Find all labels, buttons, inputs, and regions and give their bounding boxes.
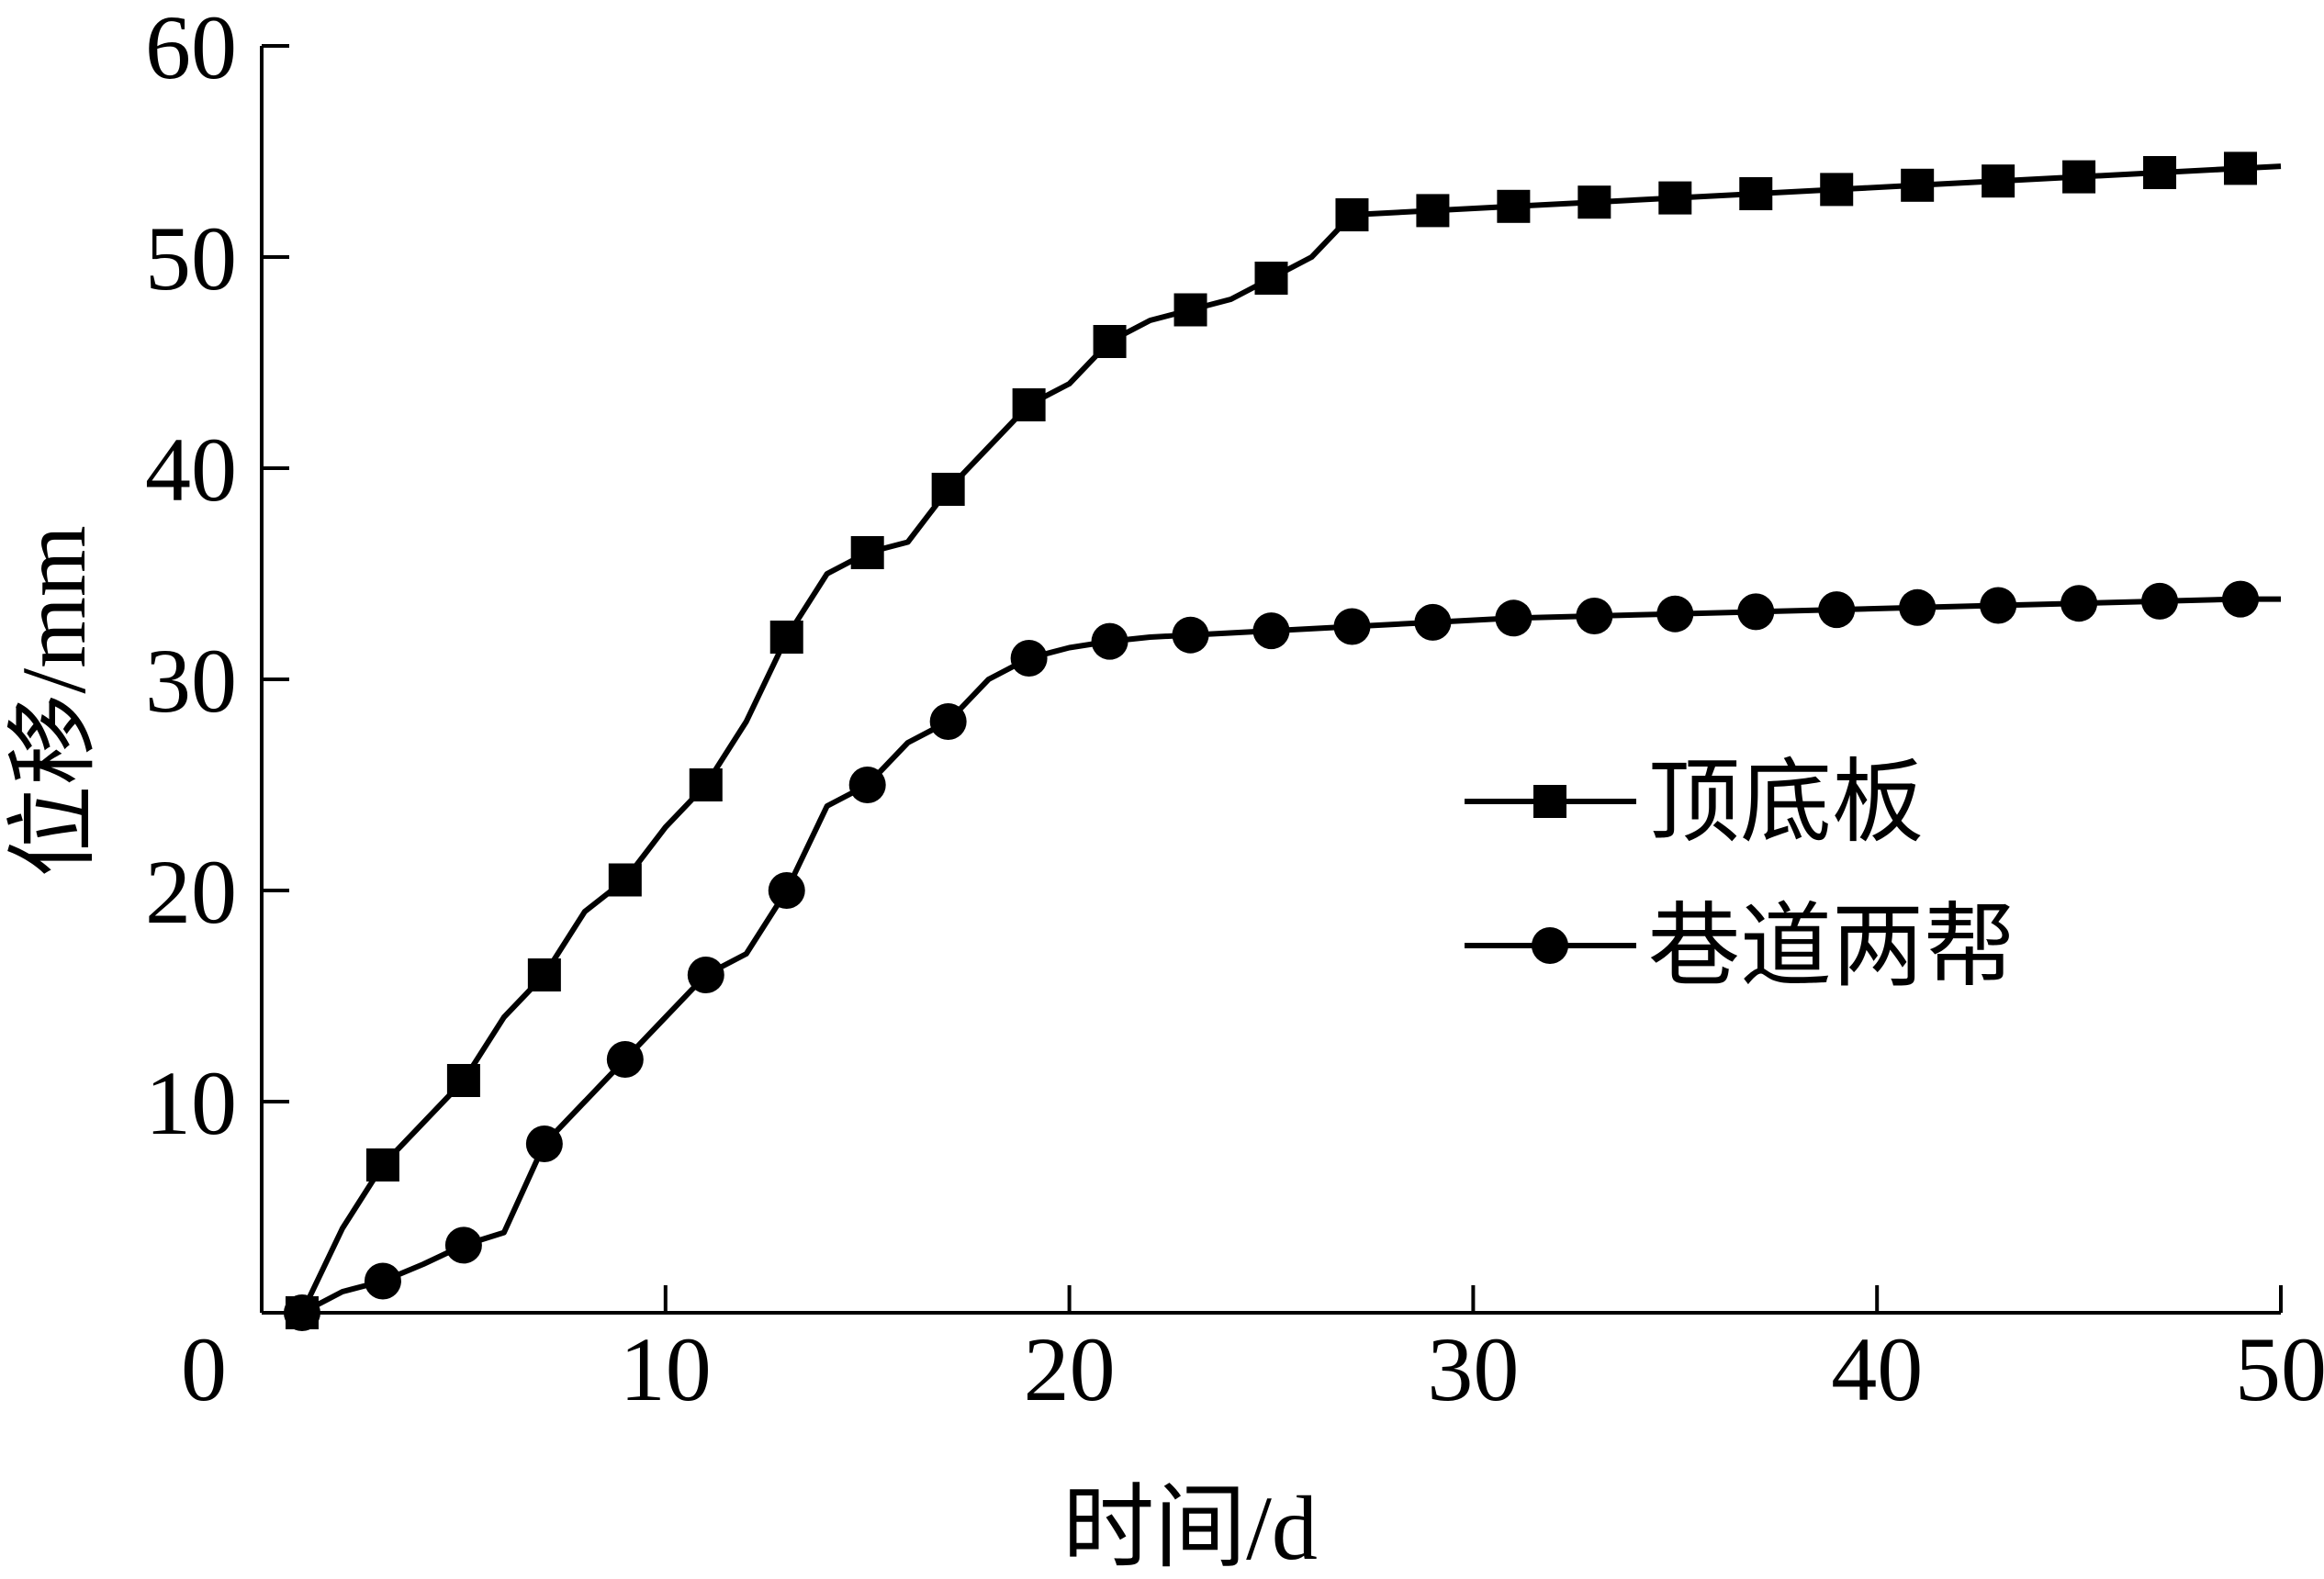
- data-point-circle: [2222, 580, 2260, 618]
- data-point-circle: [2141, 582, 2179, 620]
- y-tick-label: 30: [145, 630, 237, 732]
- data-point-square: [1901, 168, 1935, 202]
- data-point-circle: [1576, 598, 1613, 634]
- data-point-circle: [1010, 640, 1048, 677]
- y-tick-label: 20: [145, 841, 237, 943]
- data-point-circle: [848, 767, 886, 803]
- data-point-square: [1658, 181, 1692, 215]
- axes: 0 10 20 30 40 50 10 20 30 40 50 60: [145, 0, 2324, 1420]
- data-point-square: [1497, 189, 1531, 223]
- data-point-circle: [1899, 588, 1937, 626]
- data-point-circle: [1737, 593, 1775, 631]
- data-point-circle: [364, 1262, 401, 1300]
- data-point-circle: [1414, 603, 1452, 641]
- data-point-square: [1335, 198, 1369, 231]
- y-tick-label: 10: [145, 1052, 237, 1154]
- data-point-circle: [283, 1294, 320, 1331]
- data-point-square: [1416, 194, 1450, 228]
- data-point-square: [608, 863, 642, 897]
- data-point-circle: [2060, 585, 2098, 622]
- y-axis-label: 位移/mm: [3, 525, 105, 877]
- data-point-square: [1577, 185, 1611, 219]
- legend-label: 顶底板: [1648, 752, 1924, 854]
- data-point-circle: [525, 1125, 563, 1162]
- legend-marker-square: [1533, 785, 1566, 818]
- series-layer: [283, 151, 2282, 1331]
- series-1: [285, 151, 2282, 1329]
- data-point-circle: [687, 957, 724, 993]
- x-tick-label: 10: [620, 1318, 712, 1420]
- data-point-circle: [1656, 595, 1694, 633]
- series-line: [299, 163, 2282, 1315]
- data-point-circle: [1333, 608, 1371, 645]
- data-point-circle: [444, 1226, 482, 1264]
- data-point-square: [2224, 151, 2258, 185]
- legend-item-2: 巷道两帮: [1465, 896, 2015, 998]
- x-tick-label: 20: [1024, 1318, 1116, 1420]
- data-point-square: [1173, 293, 1207, 327]
- y-tick-label: 40: [145, 419, 237, 521]
- data-point-square: [931, 473, 965, 506]
- data-point-square: [1820, 173, 1854, 207]
- data-point-square: [446, 1064, 480, 1097]
- data-point-circle: [1252, 612, 1290, 650]
- data-point-square: [527, 958, 561, 991]
- data-point-circle: [606, 1041, 644, 1078]
- x-tick-label: 0: [181, 1318, 227, 1420]
- data-point-circle: [929, 703, 967, 740]
- data-point-square: [769, 621, 803, 654]
- data-point-square: [689, 768, 723, 801]
- x-tick-label: 40: [1831, 1318, 1923, 1420]
- data-point-circle: [1495, 599, 1532, 637]
- data-point-circle: [768, 872, 805, 909]
- data-point-square: [850, 536, 884, 569]
- data-point-square: [1739, 177, 1773, 210]
- data-point-square: [2062, 160, 2096, 194]
- y-tick-label: 60: [145, 0, 237, 98]
- data-point-square: [2143, 156, 2177, 189]
- legend-label: 巷道两帮: [1648, 896, 2015, 998]
- data-point-square: [1012, 388, 1046, 421]
- legend-marker-circle: [1532, 927, 1568, 964]
- data-point-square: [1982, 164, 2015, 198]
- x-tick-label: 50: [2235, 1318, 2324, 1420]
- data-point-circle: [1091, 622, 1128, 660]
- series-2: [283, 580, 2281, 1331]
- legend-item-1: 顶底板: [1465, 752, 1924, 854]
- data-point-circle: [1818, 591, 1856, 629]
- data-point-square: [1093, 325, 1127, 358]
- x-tick-label: 30: [1427, 1318, 1519, 1420]
- data-point-square: [1254, 262, 1288, 295]
- data-point-circle: [1172, 616, 1209, 654]
- x-axis-label: 时间/d: [1062, 1477, 1318, 1574]
- data-point-circle: [1980, 587, 2017, 624]
- y-tick-label: 50: [145, 207, 237, 309]
- data-point-square: [365, 1148, 399, 1181]
